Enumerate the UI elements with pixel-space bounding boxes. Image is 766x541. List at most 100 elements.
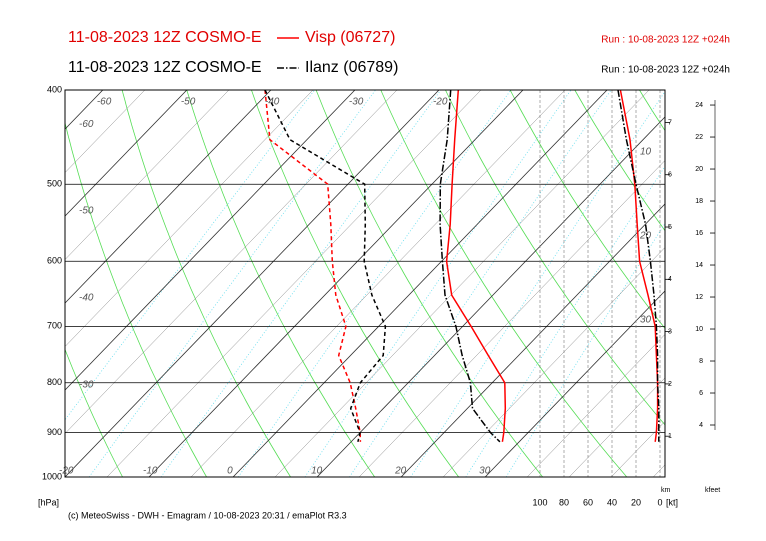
dry-adiabat: [251, 90, 460, 477]
isotherm-minor: [65, 90, 146, 173]
isotherm: [148, 90, 524, 477]
kfeet_axis-tick-label: 14: [695, 262, 703, 269]
mixing-ratio-line: [88, 90, 377, 477]
isotherm-minor: [0, 90, 61, 477]
footer: (c) MeteoSwiss - DWH - Emagram / 10-08-2…: [68, 510, 347, 520]
y-tick-label: 900: [47, 427, 62, 437]
isotherm-minor: [442, 247, 665, 477]
wind-tick-label: 60: [583, 497, 593, 507]
kfeet_axis-tick-label: 18: [695, 198, 703, 205]
kfeet_axis-tick-label: 8: [699, 358, 703, 365]
legend-label: Visp (06727): [305, 29, 395, 46]
isotherm-label: -40: [79, 293, 94, 304]
foreground: -60-60-50-50-40-40-30-30-20-20-10 0 10 20 30…: [42, 29, 730, 507]
isotherm: [484, 290, 665, 477]
kfeet_axis-tick-label: 12: [695, 294, 703, 301]
temperature-line: [445, 89, 507, 442]
isotherm: [65, 90, 272, 304]
km_axis-tick-label: 5: [668, 224, 672, 231]
isotherm: [316, 116, 665, 477]
km_axis-tick-label: 6: [668, 172, 672, 179]
isotherm-minor: [65, 90, 188, 217]
kfeet_axis-label: kfeet: [705, 487, 720, 494]
adiabat-label: 30: [640, 315, 652, 326]
background-lines: [0, 89, 766, 477]
isotherm-label: 30: [479, 466, 491, 477]
isotherm: [232, 90, 608, 477]
dry-adiabat: [0, 89, 39, 477]
y-tick-label: 400: [47, 84, 62, 94]
dry-adiabat: [315, 90, 544, 477]
isotherm-label: -50: [181, 97, 196, 108]
model-label: 11-08-2023 12Z COSMO-E: [68, 29, 262, 46]
km_axis-tick-label: 3: [668, 328, 672, 335]
dry-adiabat: [574, 90, 665, 232]
dry-adiabat: [65, 120, 207, 477]
isotherm-label: -40: [265, 97, 280, 108]
y-tick-label: 1000: [42, 471, 62, 481]
isotherm-minor: [274, 90, 650, 477]
isotherm: [65, 90, 356, 391]
model-label: 11-08-2023 12Z COSMO-E: [68, 59, 262, 76]
isotherm-minor: [737, 90, 766, 477]
mixing-ratio-line: [505, 222, 665, 477]
isotherm: [400, 203, 665, 477]
kfeet_axis-tick-label: 24: [695, 102, 703, 109]
y-tick-label: 700: [47, 321, 62, 331]
wind-tick-label: 100: [532, 497, 547, 507]
run-label: Run : 10-08-2023 12Z +024h: [601, 35, 730, 46]
y-tick-label: 600: [47, 256, 62, 266]
isotherm-minor: [0, 90, 19, 477]
y-tick-label: 800: [47, 377, 62, 387]
isotherm-minor: [190, 90, 566, 477]
isotherm-minor: [106, 90, 482, 477]
adiabat-label: 10: [640, 147, 652, 158]
dewpoint-line: [264, 89, 387, 442]
wind-tick-label: 80: [559, 497, 569, 507]
isotherm: [65, 90, 188, 217]
isotherm-minor: [65, 90, 356, 391]
isotherm-minor: [653, 464, 665, 477]
isotherm-label: -60: [97, 97, 112, 108]
isotherm-minor: [569, 377, 665, 477]
km_axis-tick-label: 2: [668, 381, 672, 388]
wind-speed-line: [617, 89, 660, 442]
dry-adiabat: [509, 90, 665, 330]
dry-adiabat: [186, 90, 376, 477]
y-tick-label: 500: [47, 179, 62, 189]
km_axis-tick-label: 1: [668, 433, 672, 440]
mixing-ratio-line: [349, 90, 612, 477]
isotherm-minor: [65, 90, 103, 130]
run-label: Run : 10-08-2023 12Z +024h: [601, 65, 730, 76]
kfeet_axis-tick-label: 4: [699, 422, 703, 429]
isotherm-minor: [65, 90, 398, 434]
isotherm-minor: [527, 334, 665, 477]
km_axis-tick-label: 7: [668, 119, 672, 126]
wind-tick-label: 40: [607, 497, 617, 507]
km_axis-tick-label: 4: [668, 276, 672, 283]
y-axis-label: [hPa]: [38, 497, 59, 507]
isotherm-minor: [695, 90, 766, 477]
isotherm-label: -30: [79, 380, 94, 391]
isotherm-label: -20: [59, 466, 74, 477]
dry-adiabat: [380, 90, 628, 477]
wind-speed-line: [619, 89, 659, 442]
dry-adiabat: [445, 90, 665, 426]
adiabat-label: 20: [639, 231, 652, 242]
kfeet_axis-tick-label: 10: [695, 326, 703, 333]
dry-adiabat: [703, 89, 766, 477]
kfeet_axis-tick-label: 16: [695, 230, 703, 237]
kfeet_axis-tick-label: 20: [695, 166, 703, 173]
isotherm-label: -50: [79, 206, 94, 217]
isotherm-label: -10: [143, 466, 158, 477]
isotherm-minor: [65, 90, 272, 304]
wind-tick-label: 0: [657, 497, 662, 507]
mixing-ratio-line: [410, 90, 665, 477]
isotherm-label: -60: [79, 119, 94, 130]
isotherm-label: 10: [311, 466, 323, 477]
isotherm-minor: [358, 160, 665, 477]
isotherm-minor: [65, 90, 314, 347]
isotherm-minor: [65, 90, 230, 260]
temperature-line: [439, 89, 501, 443]
